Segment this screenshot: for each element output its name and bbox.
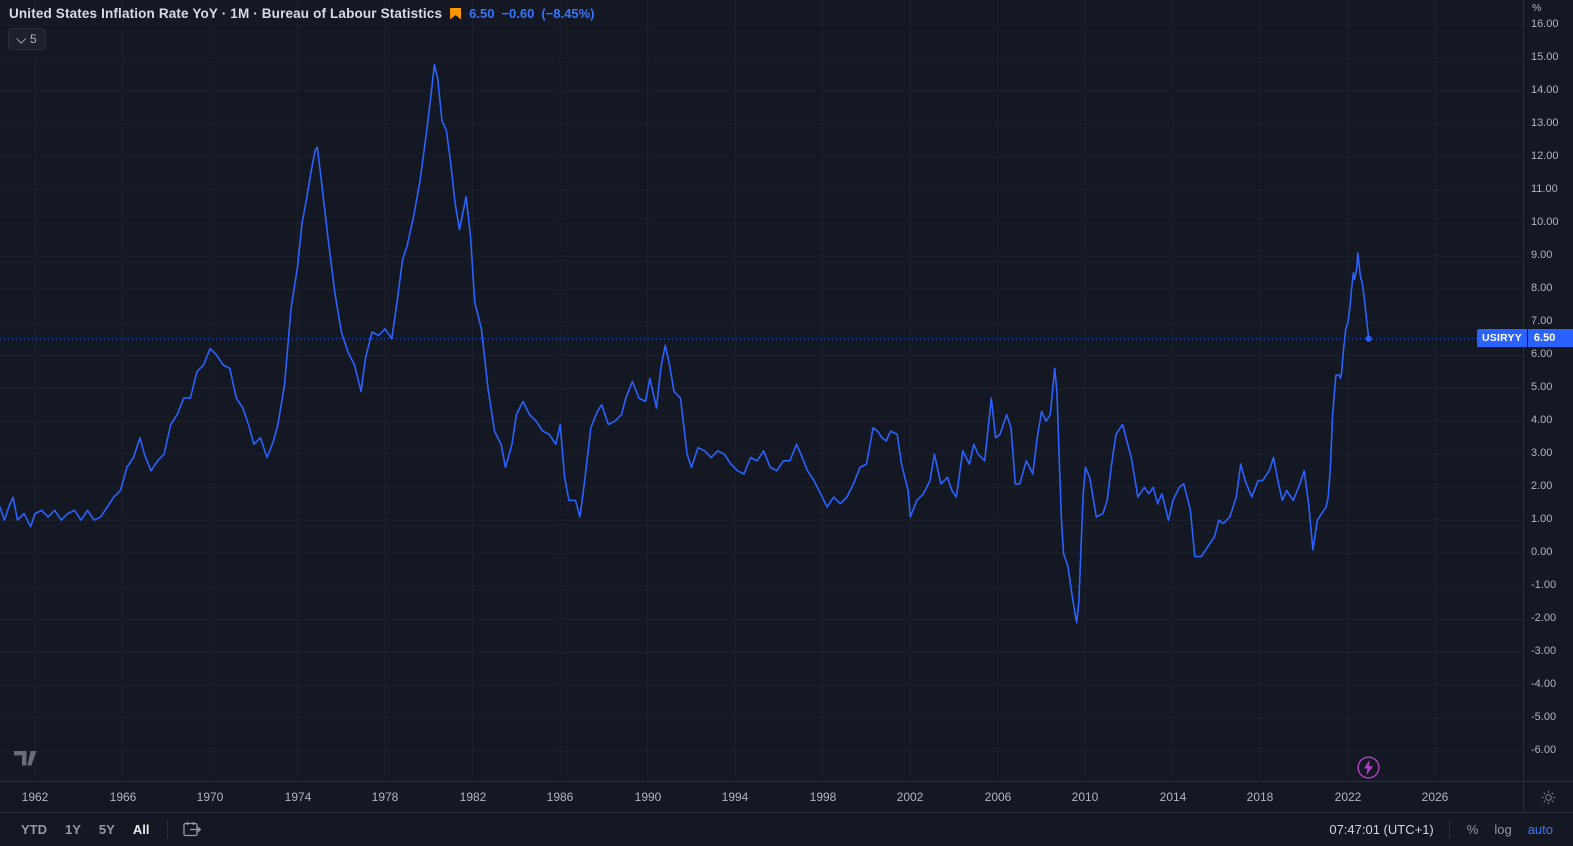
range-buttons: YTD 1Y 5Y All	[12, 818, 208, 841]
time-tick-label: 2026	[1421, 790, 1449, 804]
price-tick-label: 3.00	[1531, 447, 1553, 459]
range-5y-button[interactable]: 5Y	[90, 818, 124, 841]
percent-scale-button[interactable]: %	[1459, 818, 1487, 841]
toolbar-divider	[1448, 820, 1450, 839]
legend-values: 6.50 −0.60 (−8.45%)	[469, 6, 594, 21]
bottom-toolbar: YTD 1Y 5Y All 07:47:01 (UTC+1) % log aut…	[0, 812, 1573, 846]
tradingview-logo[interactable]	[13, 751, 39, 771]
price-value-chip: 6.50	[1527, 329, 1573, 347]
price-tick-label: 1.00	[1531, 513, 1553, 525]
last-value-text: 6.50	[469, 6, 495, 21]
time-tick-label: 2006	[984, 790, 1012, 804]
time-tick-label: 1966	[109, 790, 137, 804]
price-tick-label: 11.00	[1531, 183, 1558, 195]
time-tick-label: 1994	[721, 790, 749, 804]
time-axis[interactable]: 1962 1966 1970 1974 1978 1982 1986 1990 1994 1998…	[0, 781, 1523, 812]
auto-scale-button[interactable]: auto	[1520, 818, 1561, 841]
time-tick-label: 2010	[1071, 790, 1099, 804]
range-1y-button[interactable]: 1Y	[56, 818, 90, 841]
log-scale-button[interactable]: log	[1486, 818, 1519, 841]
price-axis[interactable]: % 16.00 15.00 14.00 13.00 12.00 11.00 10.00 9.0…	[1523, 0, 1573, 781]
symbol-chip: USIRYY	[1477, 329, 1527, 347]
price-tick-label: -5.00	[1531, 711, 1557, 723]
toolbar-divider	[167, 820, 169, 839]
indicator-count: 5	[30, 32, 37, 46]
price-tick-label: -4.00	[1531, 678, 1557, 690]
grid-lines	[0, 0, 1523, 781]
chart-pane[interactable]: United States Inflation Rate YoY · 1M · …	[0, 0, 1573, 781]
change-text: −0.60	[501, 6, 535, 21]
go-to-date-button[interactable]	[177, 818, 208, 841]
price-tick-label: 16.00	[1531, 18, 1559, 30]
lightning-icon	[1357, 756, 1380, 779]
time-tick-label: 1974	[284, 790, 312, 804]
price-tick-label: -3.00	[1531, 645, 1557, 657]
price-tick-label: 9.00	[1531, 249, 1553, 261]
sun-icon	[1541, 790, 1556, 804]
price-tick-label: 14.00	[1531, 84, 1559, 96]
last-value-dot	[1365, 335, 1372, 342]
lightning-button[interactable]	[1356, 755, 1381, 785]
price-tick-label: 7.00	[1531, 315, 1553, 327]
theme-sun-button[interactable]	[1541, 790, 1556, 805]
price-tick-label: 2.00	[1531, 480, 1553, 492]
price-tick-label: -2.00	[1531, 612, 1557, 624]
price-tick-label: 13.00	[1531, 117, 1559, 129]
time-tick-label: 2018	[1246, 790, 1274, 804]
legend-expand-button[interactable]: 5	[8, 28, 46, 50]
chevron-down-icon	[16, 33, 27, 44]
series-title[interactable]: United States Inflation Rate YoY · 1M · …	[9, 6, 443, 21]
last-price-label: USIRYY 6.50	[1477, 329, 1573, 347]
price-tick-label: 15.00	[1531, 51, 1559, 63]
axis-corner	[1523, 781, 1573, 812]
time-tick-label: 1982	[459, 790, 487, 804]
time-tick-label: 2022	[1334, 790, 1362, 804]
tradingview-logo-icon	[14, 751, 37, 766]
go-to-date-icon	[183, 821, 202, 837]
price-tick-label: -6.00	[1531, 744, 1557, 756]
source-flag-icon	[450, 7, 462, 20]
scale-controls: 07:47:01 (UTC+1) % log auto	[1323, 818, 1561, 841]
price-tick-label: 10.00	[1531, 216, 1559, 228]
price-tick-label: 8.00	[1531, 282, 1553, 294]
range-ytd-button[interactable]: YTD	[12, 818, 56, 841]
price-tick-label: 6.00	[1531, 348, 1553, 360]
price-tick-label: 12.00	[1531, 150, 1559, 162]
inflation-line-chart[interactable]	[0, 0, 1523, 781]
time-tick-label: 1990	[634, 790, 662, 804]
time-tick-label: 1986	[546, 790, 574, 804]
inflation-series-line	[0, 63, 1370, 624]
legend: United States Inflation Rate YoY · 1M · …	[9, 6, 594, 21]
time-tick-label: 2014	[1159, 790, 1187, 804]
price-tick-label: 0.00	[1531, 546, 1553, 558]
price-axis-unit: %	[1532, 2, 1542, 14]
time-tick-label: 2002	[896, 790, 924, 804]
time-tick-label: 1978	[371, 790, 399, 804]
price-tick-label: 5.00	[1531, 381, 1553, 393]
change-percent-text: (−8.45%)	[541, 6, 595, 21]
price-tick-label: -1.00	[1531, 579, 1557, 591]
clock-button[interactable]: 07:47:01 (UTC+1)	[1323, 818, 1439, 841]
range-all-button[interactable]: All	[124, 818, 159, 841]
time-tick-label: 1970	[196, 790, 224, 804]
price-tick-label: 4.00	[1531, 414, 1553, 426]
time-tick-label: 1998	[809, 790, 837, 804]
time-tick-label: 1962	[21, 790, 49, 804]
